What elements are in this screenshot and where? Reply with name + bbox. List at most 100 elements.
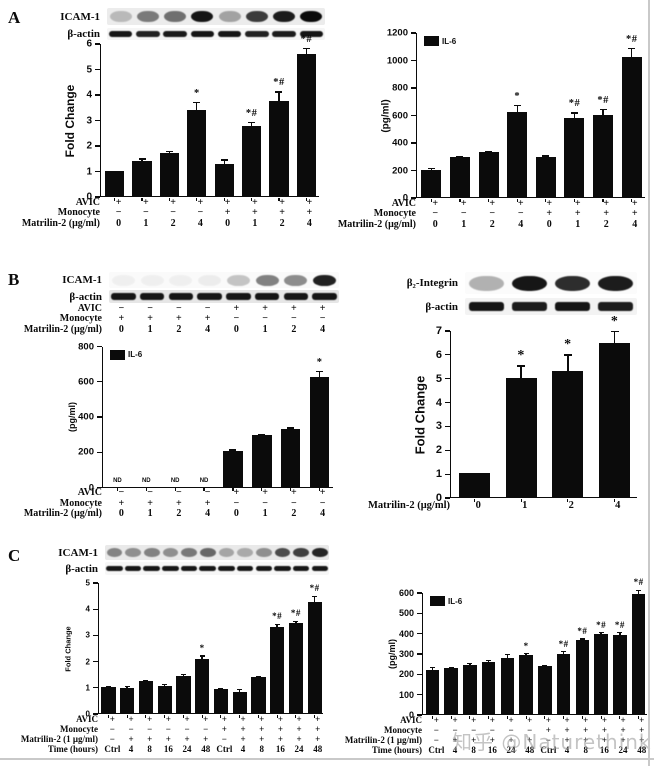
condition-value: + xyxy=(262,302,268,314)
bar xyxy=(213,688,228,713)
protein-band xyxy=(106,566,123,571)
condition-value: Ctrl xyxy=(540,745,557,755)
condition-value: + xyxy=(471,735,477,745)
condition-value: − xyxy=(508,725,514,735)
condition-value: − xyxy=(204,487,211,499)
protein-band xyxy=(274,566,291,571)
page-divider-vertical xyxy=(648,0,650,766)
y-tick-mark xyxy=(93,713,98,715)
condition-value: 1 xyxy=(262,508,268,520)
y-tick-label: 800 xyxy=(78,341,94,352)
condition-value: + xyxy=(170,196,176,208)
condition-value: − xyxy=(527,725,533,735)
condition-value: + xyxy=(564,715,570,725)
x-tick-mark xyxy=(220,714,222,718)
condition-value: 1 xyxy=(252,217,258,229)
bar xyxy=(159,152,179,196)
condition-value: 48 xyxy=(525,745,535,755)
condition-value: Ctrl xyxy=(216,744,233,754)
condition-value: + xyxy=(115,196,122,208)
protein-band xyxy=(255,566,272,571)
condition-value: + xyxy=(252,207,258,219)
condition-row: AVIC + + + + + + + + + + + + xyxy=(330,715,654,725)
condition-value: − xyxy=(109,724,115,734)
condition-row-label: Time (hours) xyxy=(371,745,422,755)
condition-row: Monocyte + + + + − − − − xyxy=(6,498,338,509)
blot-row: β₂-Integrin xyxy=(340,272,652,294)
fold-change-bar-chart-a: Fold Change 0 1 2 3 4 5 6 * *# *# *# AVIC + + + + + + + + M… xyxy=(6,34,324,229)
error-bar-cap xyxy=(429,667,435,669)
condition-value: + xyxy=(147,714,153,724)
condition-value: + xyxy=(639,735,645,745)
panel-b-right: β₂-Integrin β-actin Fold Change 0 1 2 3 4 5 6 7 *… xyxy=(340,272,652,512)
bar xyxy=(552,371,584,497)
y-axis: Fold Change 0 1 2 3 4 5 6 7 xyxy=(340,325,450,504)
condition-value: + xyxy=(252,196,258,208)
error-bar-cap xyxy=(617,632,623,634)
y-tick-mark xyxy=(95,170,100,173)
protein-band xyxy=(139,293,165,300)
condition-value: + xyxy=(432,197,439,209)
significance-marker: * xyxy=(316,357,323,369)
condition-value: + xyxy=(620,735,626,745)
condition-value: + xyxy=(319,487,326,499)
blot-lane xyxy=(253,290,282,303)
blot-strip xyxy=(105,562,329,575)
y-tick-mark xyxy=(95,68,100,71)
y-tick-mark xyxy=(97,486,102,489)
error-bar xyxy=(637,589,640,595)
condition-value: − xyxy=(109,734,115,744)
blot-lane xyxy=(105,545,124,560)
error-bar-cap xyxy=(180,674,186,676)
condition-value: − xyxy=(170,207,176,219)
y-tick-label: 0 xyxy=(435,492,442,504)
error-bar-cap xyxy=(561,651,567,653)
condition-row-label: Time (hours) xyxy=(47,744,98,754)
condition-value: + xyxy=(221,714,227,724)
significance-marker: *# xyxy=(633,577,644,588)
y-tick-label: 4 xyxy=(86,89,92,101)
protein-band xyxy=(218,566,235,571)
condition-value: − xyxy=(184,724,190,734)
condition-value: + xyxy=(583,735,589,745)
error-bar-cap xyxy=(579,638,585,640)
bar xyxy=(538,666,552,714)
blot-lane xyxy=(465,272,508,294)
blot-lane xyxy=(298,28,325,40)
x-tick-mark xyxy=(431,715,433,719)
error-bar-cap xyxy=(427,168,435,170)
y-axis-label: (pg/ml) xyxy=(380,98,392,133)
condition-value: − xyxy=(197,207,204,219)
condition-value: + xyxy=(508,735,514,745)
error-bar xyxy=(567,354,569,372)
y-tick-mark xyxy=(417,673,422,675)
condition-value: 8 xyxy=(471,745,476,755)
condition-value: 4 xyxy=(564,745,570,755)
legend-swatch xyxy=(110,349,125,360)
condition-value: + xyxy=(546,197,553,209)
protein-band xyxy=(124,566,142,571)
plot-wrap: Fold Change 0 1 2 3 4 5 6 * *# *# *# xyxy=(6,34,324,203)
blot-lane xyxy=(217,545,236,560)
x-tick-mark xyxy=(506,715,508,719)
condition-value: + xyxy=(147,313,153,325)
condition-value: + xyxy=(233,487,240,499)
condition-value: + xyxy=(279,196,285,208)
error-bar-cap xyxy=(138,158,146,160)
blot-row: β-actin xyxy=(6,28,325,40)
legend: IL-6 xyxy=(424,36,456,46)
y-tick-label: 2 xyxy=(86,140,92,152)
protein-band xyxy=(109,11,132,22)
y-tick-label: 3 xyxy=(85,630,90,640)
blot-lane xyxy=(310,290,339,303)
x-tick-mark xyxy=(126,714,128,718)
condition-value: + xyxy=(221,724,227,734)
plot-area: IL-6 * *# *# *# xyxy=(411,32,645,202)
condition-row: AVIC − − − − + + + + xyxy=(6,487,338,499)
condition-matrix: AVIC + + + + + + + + Monocyte − − − − + + + + Matrilin-2 (… xyxy=(6,197,324,229)
condition-row-label: Matrilin-2 (μg/ml) xyxy=(21,217,100,229)
y-tick-label: 400 xyxy=(78,411,94,423)
condition-row: Matrilin-2 (1 μg/ml) − + + + + + − + + + + + xyxy=(6,734,328,744)
y-tick-mark xyxy=(417,694,422,696)
blot-label: β-actin xyxy=(425,300,458,313)
